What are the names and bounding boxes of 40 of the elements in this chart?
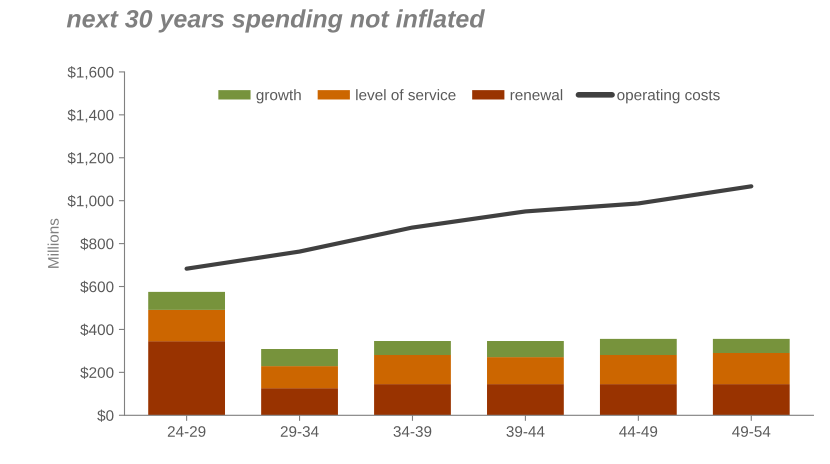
legend-label: growth	[256, 89, 301, 104]
y-tick-label: $1,600	[68, 66, 114, 80]
line-series	[184, 184, 754, 271]
x-tick-label: 49-54	[732, 426, 770, 437]
bar	[487, 357, 564, 384]
x-tick-label: 39-44	[506, 426, 545, 437]
bar	[374, 354, 451, 384]
y-tick-label: $600	[80, 280, 114, 294]
bar	[261, 388, 338, 416]
legend-label: operating costs	[617, 89, 720, 104]
bar	[600, 354, 677, 384]
bar	[712, 338, 790, 354]
bar	[487, 384, 564, 416]
bar	[261, 366, 338, 388]
bar	[148, 341, 226, 416]
y-tick-label: $1,200	[68, 152, 114, 166]
bar	[712, 353, 790, 384]
y-axis-title: Millions	[48, 218, 59, 268]
x-tick-label: 29-34	[280, 426, 319, 437]
x-tick-label: 24-29	[168, 426, 206, 437]
y-tick-label: $200	[80, 366, 114, 379]
x-tick-label: 34-39	[394, 426, 432, 437]
y-tick-label: $0	[97, 410, 114, 422]
bar	[374, 384, 451, 416]
bar	[374, 341, 451, 355]
chart-title: next 30 years spending not inflated	[66, 9, 485, 33]
bar	[600, 338, 677, 355]
legend-label: level of service	[356, 89, 456, 100]
y-tick-label: $1,400	[68, 109, 114, 122]
y-tick-label: $800	[80, 238, 114, 250]
y-tick-label: $400	[80, 324, 114, 336]
bar	[600, 384, 677, 416]
bar	[261, 348, 338, 366]
legend-label: renewal	[510, 89, 562, 100]
bar	[712, 384, 790, 416]
bar	[148, 310, 226, 342]
y-tick-label: $1,000	[68, 194, 114, 208]
bar	[487, 341, 564, 358]
x-tick-label: 44-49	[619, 426, 658, 437]
bar	[148, 292, 226, 310]
